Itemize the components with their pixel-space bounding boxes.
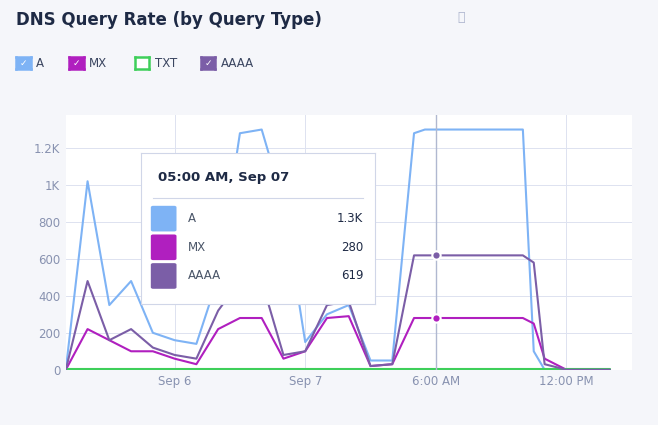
Text: TXT: TXT <box>155 57 177 70</box>
Text: ⓘ: ⓘ <box>457 11 465 24</box>
Text: A: A <box>188 212 196 225</box>
Text: AAAA: AAAA <box>220 57 253 70</box>
Text: ✓: ✓ <box>72 59 80 68</box>
FancyBboxPatch shape <box>151 235 176 260</box>
Text: ✓: ✓ <box>204 59 212 68</box>
Text: 619: 619 <box>341 269 363 283</box>
Text: 05:00 AM, Sep 07: 05:00 AM, Sep 07 <box>158 171 289 184</box>
FancyBboxPatch shape <box>151 206 176 232</box>
Text: 1.3K: 1.3K <box>337 212 363 225</box>
Text: MX: MX <box>188 241 207 254</box>
Text: ✓: ✓ <box>20 59 28 68</box>
Text: 280: 280 <box>341 241 363 254</box>
FancyBboxPatch shape <box>151 263 176 289</box>
Text: A: A <box>36 57 44 70</box>
Text: MX: MX <box>89 57 107 70</box>
Text: AAAA: AAAA <box>188 269 221 283</box>
Text: DNS Query Rate (by Query Type): DNS Query Rate (by Query Type) <box>16 11 322 28</box>
